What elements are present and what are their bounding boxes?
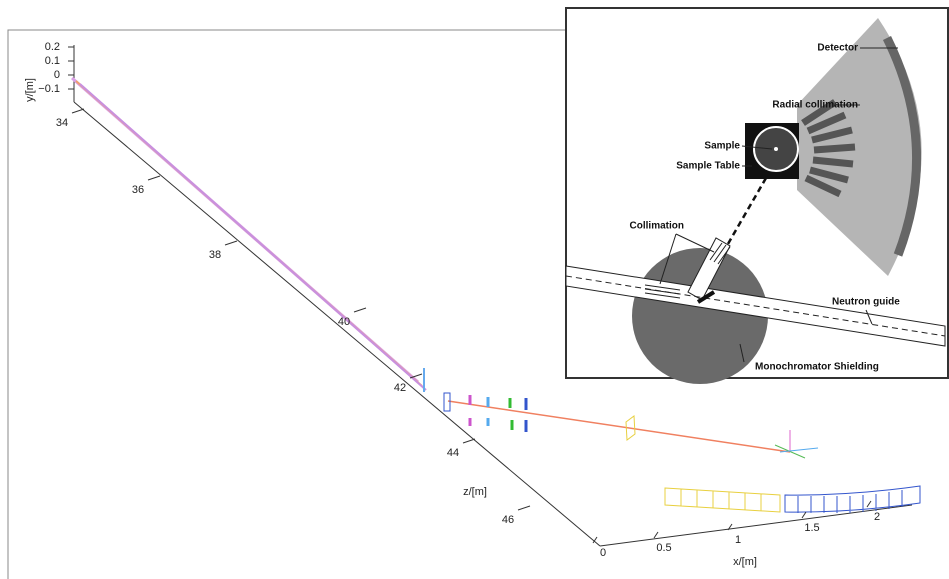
- y-tick-label: 0: [54, 69, 60, 81]
- inset: Detector Radial collimation Sample Sample T…: [565, 7, 949, 384]
- sample-slit: [625, 415, 636, 441]
- detector-left: [664, 487, 781, 513]
- y-tick-label: 0.1: [45, 55, 60, 67]
- collimators: [644, 242, 731, 299]
- z-tick: [517, 505, 531, 511]
- x-tick: [727, 523, 733, 531]
- x-tick-label: 0: [600, 547, 606, 559]
- inset-label: Sample Table: [676, 161, 740, 172]
- axis-labels: 0.2 0.1 0 −0.1y/[m] 34 36 38 40 42 44 46 z/[m] 0 0.5 1…: [24, 41, 880, 568]
- inset-label: Collimation: [630, 221, 684, 232]
- x-tick-label: 1.5: [804, 522, 819, 534]
- leader-lines: [659, 47, 898, 363]
- inset-label: Radial collimation: [772, 100, 858, 111]
- z-tick-label: 36: [132, 184, 144, 196]
- z-axis: [73, 101, 601, 547]
- radial-collimator: [801, 99, 856, 198]
- detector: [882, 36, 922, 257]
- crystal: [696, 290, 716, 304]
- x-tick: [592, 536, 598, 544]
- inset-label: Neutron guide: [832, 297, 900, 308]
- sample-axes: [774, 444, 806, 459]
- inset-label: Sample: [704, 141, 740, 152]
- x-axis-label: x/[m]: [733, 556, 757, 568]
- x-tick: [653, 531, 659, 539]
- x-tick-label: 2: [874, 511, 880, 523]
- plot-frame: [7, 29, 566, 579]
- inset-label: Detector: [817, 43, 858, 54]
- y-axis-label: y/[m]: [24, 78, 36, 102]
- main-plot: [7, 29, 921, 579]
- guide-axis: [565, 275, 946, 337]
- x-tick: [866, 500, 872, 508]
- z-axis-label: z/[m]: [463, 486, 487, 498]
- sample: [774, 147, 778, 151]
- z-tick: [462, 438, 476, 444]
- z-tick-label: 40: [338, 316, 350, 328]
- inset-label: Monochromator Shielding: [755, 362, 879, 373]
- z-tick-label: 42: [394, 382, 406, 394]
- z-tick: [409, 373, 423, 379]
- detector-housing: [797, 18, 922, 276]
- z-tick-label: 46: [502, 514, 514, 526]
- x-axis: [599, 504, 913, 547]
- x-tick-label: 1: [735, 534, 741, 546]
- y-tick-label: 0.2: [45, 41, 60, 53]
- z-tick: [71, 108, 85, 114]
- z-tick-label: 38: [209, 249, 221, 261]
- z-tick-label: 44: [447, 447, 459, 459]
- z-tick-label: 34: [56, 117, 68, 129]
- beam: [79, 83, 427, 391]
- detector-right: [784, 485, 921, 513]
- z-tick: [353, 307, 367, 313]
- monochromator: [443, 392, 451, 412]
- z-tick: [224, 240, 238, 246]
- beam: [447, 400, 791, 453]
- x-tick-label: 0.5: [656, 542, 671, 554]
- z-tick: [147, 175, 161, 181]
- sample-axes: [779, 447, 819, 453]
- y-tick-label: −0.1: [38, 83, 60, 95]
- x-tick: [801, 511, 807, 519]
